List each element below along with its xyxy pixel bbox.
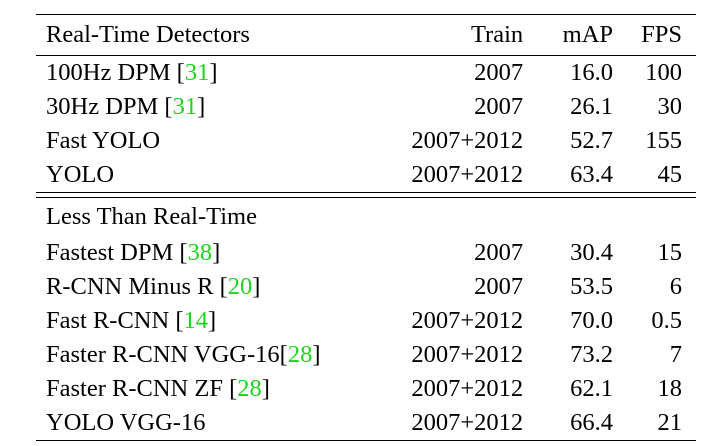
train-data: 2007 <box>474 272 524 300</box>
citation-link[interactable]: 31 <box>172 92 198 120</box>
citation-link[interactable]: 20 <box>227 272 253 300</box>
fps-value: 45 <box>657 160 683 188</box>
detector-label: Fast YOLO <box>46 126 161 154</box>
citation-link[interactable]: 28 <box>237 374 262 402</box>
fps-value: 30 <box>657 92 683 120</box>
citation-link[interactable]: 31 <box>184 58 210 86</box>
detector-name: Fast R-CNN [14] <box>36 304 366 338</box>
header-row: Real-Time Detectors Train mAP FPS <box>36 14 696 56</box>
detector-name: 100Hz DPM [31] <box>36 56 366 91</box>
train-data: 2007 <box>474 92 524 120</box>
map-value: 26.1 <box>570 92 614 120</box>
detector-name: YOLO VGG-16 <box>36 406 366 441</box>
table-row: Faster R-CNN VGG-16[28] 2007+2012 73.2 7 <box>36 338 696 372</box>
detector-name: YOLO <box>36 158 366 193</box>
train-data: 2007+2012 <box>411 340 524 368</box>
map-value: 70.0 <box>570 306 614 334</box>
train-data: 2007 <box>474 238 524 266</box>
train-data: 2007+2012 <box>365 406 524 441</box>
detector-label: Faster R-CNN VGG-16[ <box>46 340 288 368</box>
citation-bracket: ] <box>312 340 321 368</box>
section-divider: Less Than Real-Time <box>36 192 696 237</box>
table-row: 30Hz DPM [31] 2007 26.1 30 <box>36 90 696 124</box>
detector-name: Faster R-CNN VGG-16[28] <box>36 338 366 372</box>
detector-name: Fast YOLO <box>36 124 366 158</box>
detector-comparison-table: Real-Time Detectors Train mAP FPS 100Hz … <box>36 14 696 441</box>
fps-value: 15 <box>657 238 683 266</box>
citation-bracket: ] <box>209 58 218 86</box>
citation-link[interactable]: 28 <box>287 340 313 368</box>
detector-label: 100Hz DPM [ <box>46 58 185 86</box>
table-row: 100Hz DPM [31] 2007 16.0 100 <box>36 56 696 91</box>
fps-value: 7 <box>669 340 682 368</box>
detector-label: R-CNN Minus R [ <box>46 272 228 300</box>
citation-bracket: ] <box>197 92 206 120</box>
detector-name: Faster R-CNN ZF [28] <box>36 372 366 406</box>
fps-value: 21 <box>621 406 696 441</box>
map-value: 53.5 <box>570 272 614 300</box>
train-data: 2007+2012 <box>411 306 524 334</box>
header-map: mAP <box>523 14 622 56</box>
fps-value: 0.5 <box>651 306 682 334</box>
train-data: 2007+2012 <box>411 374 524 402</box>
table-row: YOLO 2007+2012 63.4 45 <box>36 158 696 193</box>
table-row: Fastest DPM [38] 2007 30.4 15 <box>36 236 696 270</box>
header-detector: Real-Time Detectors <box>36 14 366 56</box>
less-than-real-time-section: Fastest DPM [38] 2007 30.4 15 R-CNN Minus R … <box>36 236 696 441</box>
train-data: 2007+2012 <box>411 160 524 188</box>
detector-name: Fastest DPM [38] <box>36 236 366 270</box>
train-data: 2007+2012 <box>411 126 524 154</box>
detector-label: YOLO <box>46 160 115 188</box>
citation-bracket: ] <box>252 272 261 300</box>
detector-label: Faster R-CNN ZF [ <box>46 374 238 402</box>
detector-name: R-CNN Minus R [20] <box>36 270 366 304</box>
citation-bracket: ] <box>212 238 221 266</box>
citation-link[interactable]: 38 <box>187 238 213 266</box>
fps-value: 100 <box>645 58 682 86</box>
fps-value: 18 <box>657 374 683 402</box>
real-time-section: 100Hz DPM [31] 2007 16.0 100 30Hz DPM [31] 20… <box>36 56 696 193</box>
map-value: 52.7 <box>570 126 614 154</box>
map-value: 73.2 <box>570 340 614 368</box>
section-heading: Less Than Real-Time <box>46 202 257 230</box>
table-row: Fast YOLO 2007+2012 52.7 155 <box>36 124 696 158</box>
table-row: YOLO VGG-16 2007+2012 66.4 21 <box>36 406 696 441</box>
table-row: Fast R-CNN [14] 2007+2012 70.0 0.5 <box>36 304 696 338</box>
double-rule <box>36 192 696 198</box>
fps-value: 155 <box>645 126 682 154</box>
header-train: Train <box>365 14 524 56</box>
map-value: 63.4 <box>570 160 614 188</box>
table-row: Faster R-CNN ZF [28] 2007+2012 62.1 18 <box>36 372 696 406</box>
table-row: R-CNN Minus R [20] 2007 53.5 6 <box>36 270 696 304</box>
citation-bracket: ] <box>261 374 270 402</box>
section-heading-row: Less Than Real-Time <box>36 198 696 237</box>
fps-value: 6 <box>669 272 682 300</box>
map-value: 62.1 <box>570 374 614 402</box>
detector-label: 30Hz DPM [ <box>46 92 173 120</box>
map-value: 30.4 <box>570 238 614 266</box>
header-fps: FPS <box>621 14 696 56</box>
map-value: 66.4 <box>523 406 622 441</box>
citation-link[interactable]: 14 <box>183 306 208 334</box>
train-data: 2007 <box>474 58 524 86</box>
citation-bracket: ] <box>207 306 217 334</box>
detector-label: Fastest DPM [ <box>46 238 188 266</box>
map-value: 16.0 <box>570 58 614 86</box>
detector-name: 30Hz DPM [31] <box>36 90 366 124</box>
detector-label: Fast R-CNN [ <box>46 306 184 334</box>
detector-label: YOLO VGG-16 <box>46 408 206 436</box>
